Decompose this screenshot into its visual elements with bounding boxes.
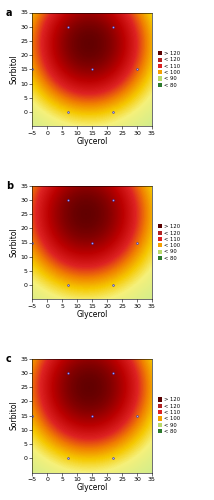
Text: a: a: [6, 8, 12, 18]
Text: c: c: [6, 354, 12, 364]
X-axis label: Glycerol: Glycerol: [76, 137, 108, 146]
Y-axis label: Sorbitol: Sorbitol: [10, 54, 19, 84]
X-axis label: Glycerol: Glycerol: [76, 310, 108, 319]
Y-axis label: Sorbitol: Sorbitol: [10, 228, 19, 258]
Legend: > 120, < 120, < 110, < 100, < 90, < 80: > 120, < 120, < 110, < 100, < 90, < 80: [157, 396, 180, 434]
Y-axis label: Sorbitol: Sorbitol: [10, 400, 19, 430]
Text: b: b: [6, 181, 13, 191]
Legend: > 120, < 120, < 110, < 100, < 90, < 80: > 120, < 120, < 110, < 100, < 90, < 80: [157, 224, 180, 262]
X-axis label: Glycerol: Glycerol: [76, 483, 108, 492]
Legend: > 120, < 120, < 110, < 100, < 90, < 80: > 120, < 120, < 110, < 100, < 90, < 80: [157, 50, 180, 88]
